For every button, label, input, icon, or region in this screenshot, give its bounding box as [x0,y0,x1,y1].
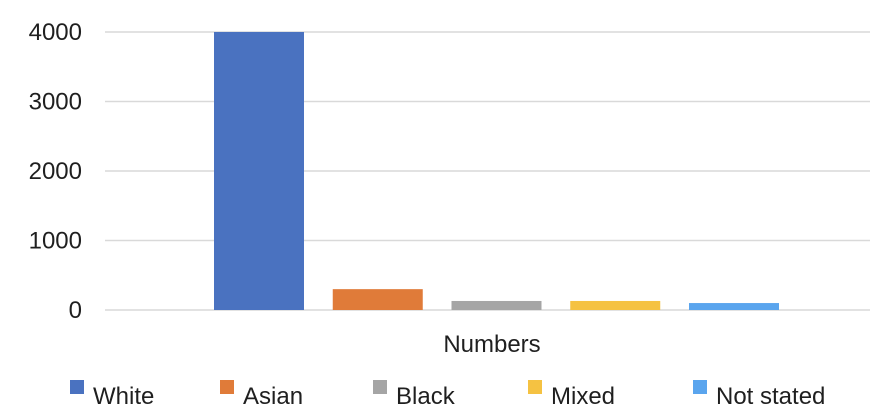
legend-label: Mixed [551,383,615,410]
x-category-label: Numbers [443,331,540,358]
legend-label: Not stated [716,383,825,410]
bar-mixed [570,300,661,310]
y-tick-label: 3000 [29,89,82,116]
legend-swatch [693,380,707,394]
bars [214,32,779,310]
legend-swatch [528,380,542,394]
y-tick-label: 4000 [29,19,82,46]
legend-swatch [70,380,84,394]
legend: White Asian Black Mixed Not stated [70,380,825,410]
legend-label: White [93,383,154,410]
bar-black [451,300,542,310]
legend-swatch [220,380,234,394]
y-tick-label: 1000 [29,228,82,255]
y-tick-label: 0 [69,297,82,324]
y-tick-label: 2000 [29,158,82,185]
x-axis-labels: Numbers [443,331,540,358]
y-axis-ticks: 0 1000 2000 3000 4000 [29,19,82,324]
bar-white [214,32,304,310]
bar-asian [332,289,423,310]
legend-swatch [373,380,387,394]
legend-label: Black [396,383,456,410]
bar-not-stated [689,303,779,310]
legend-label: Asian [243,383,303,410]
